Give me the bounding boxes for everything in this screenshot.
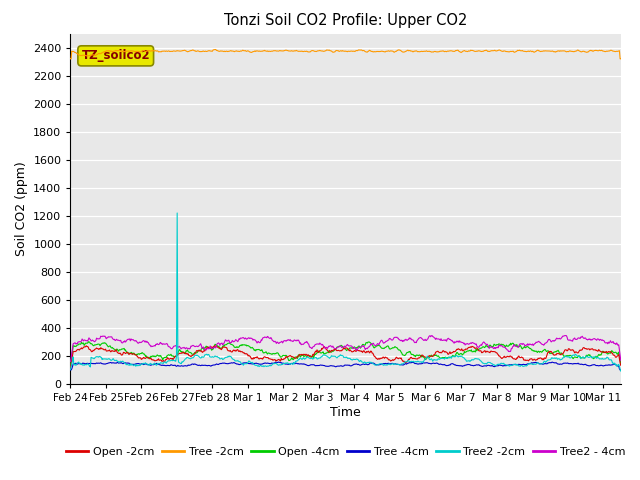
- Legend: Open -2cm, Tree -2cm, Open -4cm, Tree -4cm, Tree2 -2cm, Tree2 - 4cm: Open -2cm, Tree -2cm, Open -4cm, Tree -4…: [61, 442, 630, 461]
- Y-axis label: Soil CO2 (ppm): Soil CO2 (ppm): [15, 161, 28, 256]
- Text: TZ_soilco2: TZ_soilco2: [81, 49, 150, 62]
- Title: Tonzi Soil CO2 Profile: Upper CO2: Tonzi Soil CO2 Profile: Upper CO2: [224, 13, 467, 28]
- X-axis label: Time: Time: [330, 406, 361, 419]
